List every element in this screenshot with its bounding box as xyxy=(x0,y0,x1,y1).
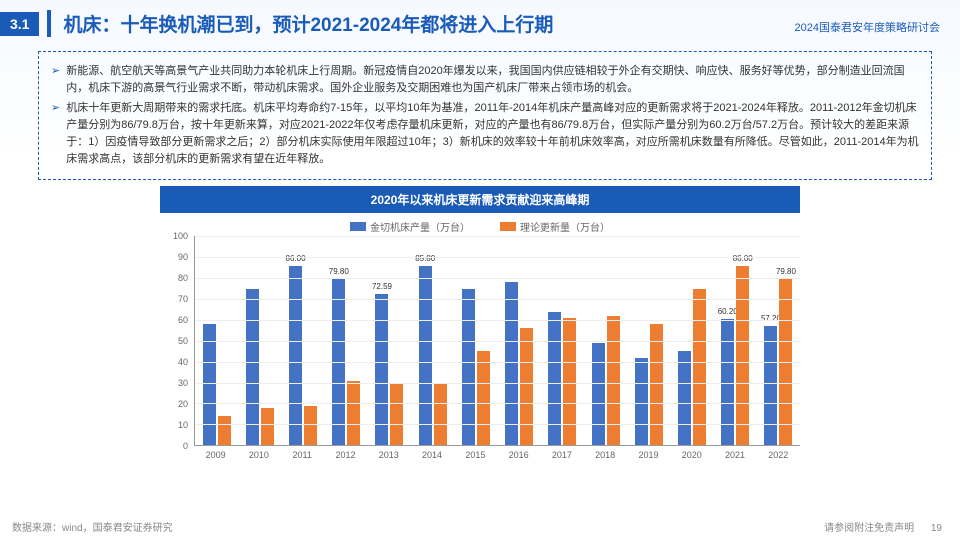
bullet-arrow-icon: ➢ xyxy=(51,63,60,97)
plot-area: 86.0079.8072.5985.8060.2086.0057.2079.80 xyxy=(194,236,800,446)
production-bar: 57.20 xyxy=(764,326,777,446)
production-bar xyxy=(592,343,605,445)
renewal-bar xyxy=(520,328,533,445)
title-bar: 机床：十年换机潮已到，预计2021-2024年都将进入上行期 2024国泰君安年… xyxy=(47,10,960,37)
x-tick-label: 2010 xyxy=(237,446,280,460)
gridline xyxy=(195,424,800,425)
bar-value-label: 85.80 xyxy=(415,254,435,263)
y-tick-label: 90 xyxy=(178,252,188,262)
y-tick-label: 20 xyxy=(178,399,188,409)
disclaimer-text: 请参阅附注免责声明 xyxy=(824,523,914,534)
page-number: 19 xyxy=(931,523,942,534)
y-tick-label: 30 xyxy=(178,378,188,388)
renewal-bar xyxy=(563,318,576,445)
production-bar xyxy=(505,282,518,445)
gridline xyxy=(195,299,800,300)
gridline xyxy=(195,362,800,363)
renewal-bar xyxy=(434,383,447,446)
section-number-badge: 3.1 xyxy=(0,12,39,36)
gridline xyxy=(195,278,800,279)
production-bar xyxy=(678,351,691,445)
gridline xyxy=(195,320,800,321)
legend-item: 金切机床产量（万台） xyxy=(350,219,470,234)
renewal-bar xyxy=(304,406,317,446)
slide-header: 3.1 机床：十年换机潮已到，预计2021-2024年都将进入上行期 2024国… xyxy=(0,0,960,45)
renewal-bar xyxy=(218,416,231,445)
legend-item: 理论更新量（万台） xyxy=(500,219,610,234)
gridline xyxy=(195,257,800,258)
legend-label: 金切机床产量（万台） xyxy=(370,219,470,234)
x-tick-label: 2017 xyxy=(540,446,583,460)
renewal-bar xyxy=(650,324,663,445)
x-tick-label: 2022 xyxy=(757,446,800,460)
x-tick-label: 2011 xyxy=(281,446,324,460)
production-bar: 72.59 xyxy=(375,294,388,446)
y-tick-label: 60 xyxy=(178,315,188,325)
renewal-bar xyxy=(693,289,706,446)
gridline xyxy=(195,403,800,404)
legend-swatch xyxy=(350,222,366,231)
data-source: 数据来源：wind，国泰君安证券研究 xyxy=(12,519,173,534)
production-bar xyxy=(635,358,648,446)
gridline xyxy=(195,341,800,342)
x-tick-label: 2021 xyxy=(713,446,756,460)
bullet-box: ➢新能源、航空航天等高景气产业共同助力本轮机床上行周期。新冠疫情自2020年爆发… xyxy=(38,51,932,180)
x-tick-label: 2020 xyxy=(670,446,713,460)
legend-swatch xyxy=(500,222,516,231)
renewal-bar: 86.00 xyxy=(736,266,749,446)
production-bar: 86.00 xyxy=(289,266,302,446)
chart-container: 2020年以来机床更新需求贡献迎来高峰期 金切机床产量（万台） 理论更新量（万台）… xyxy=(160,186,800,460)
y-tick-label: 40 xyxy=(178,357,188,367)
bullet-text: 机床十年更新大周期带来的需求托底。机床平均寿命约7-15年，以平均10年为基准，… xyxy=(66,100,919,168)
renewal-bar xyxy=(607,316,620,446)
y-tick-label: 100 xyxy=(173,231,188,241)
x-axis: 2009201020112012201320142015201620172018… xyxy=(194,446,800,460)
x-tick-label: 2016 xyxy=(497,446,540,460)
y-tick-label: 0 xyxy=(183,441,188,451)
chart-plot: 0102030405060708090100 86.0079.8072.5985… xyxy=(160,236,800,446)
production-bar xyxy=(462,289,475,446)
y-tick-label: 50 xyxy=(178,336,188,346)
y-tick-label: 10 xyxy=(178,420,188,430)
bar-value-label: 60.20 xyxy=(718,307,738,316)
x-tick-label: 2018 xyxy=(584,446,627,460)
x-tick-label: 2009 xyxy=(194,446,237,460)
chart-title: 2020年以来机床更新需求贡献迎来高峰期 xyxy=(160,186,800,213)
production-bar: 85.80 xyxy=(419,266,432,445)
x-tick-label: 2019 xyxy=(627,446,670,460)
production-bar xyxy=(246,289,259,446)
legend-label: 理论更新量（万台） xyxy=(520,219,610,234)
bar-value-label: 57.20 xyxy=(761,314,781,323)
slide-title: 机床：十年换机潮已到，预计2021-2024年都将进入上行期 xyxy=(63,10,553,37)
bullet-text: 新能源、航空航天等高景气产业共同助力本轮机床上行周期。新冠疫情自2020年爆发以… xyxy=(66,63,919,97)
bullet-item: ➢新能源、航空航天等高景气产业共同助力本轮机床上行周期。新冠疫情自2020年爆发… xyxy=(51,63,919,97)
x-tick-label: 2012 xyxy=(324,446,367,460)
x-tick-label: 2014 xyxy=(410,446,453,460)
y-axis: 0102030405060708090100 xyxy=(160,236,194,446)
footer-right: 请参阅附注免责声明 19 xyxy=(824,519,942,534)
renewal-bar xyxy=(347,381,360,446)
y-tick-label: 70 xyxy=(178,294,188,304)
x-tick-label: 2015 xyxy=(454,446,497,460)
renewal-bar xyxy=(477,351,490,445)
bar-value-label: 79.80 xyxy=(776,267,796,276)
chart-legend: 金切机床产量（万台） 理论更新量（万台） xyxy=(160,213,800,236)
production-bar xyxy=(203,324,216,445)
bullet-item: ➢机床十年更新大周期带来的需求托底。机床平均寿命约7-15年，以平均10年为基准… xyxy=(51,100,919,168)
slide-subtitle: 2024国泰君安年度策略研讨会 xyxy=(795,19,940,35)
bar-value-label: 79.80 xyxy=(329,267,349,276)
bar-value-label: 72.59 xyxy=(372,282,392,291)
y-tick-label: 80 xyxy=(178,273,188,283)
renewal-bar xyxy=(261,408,274,446)
gridline xyxy=(195,236,800,237)
renewal-bar xyxy=(390,383,403,446)
bullet-arrow-icon: ➢ xyxy=(51,100,60,168)
x-tick-label: 2013 xyxy=(367,446,410,460)
gridline xyxy=(195,383,800,384)
